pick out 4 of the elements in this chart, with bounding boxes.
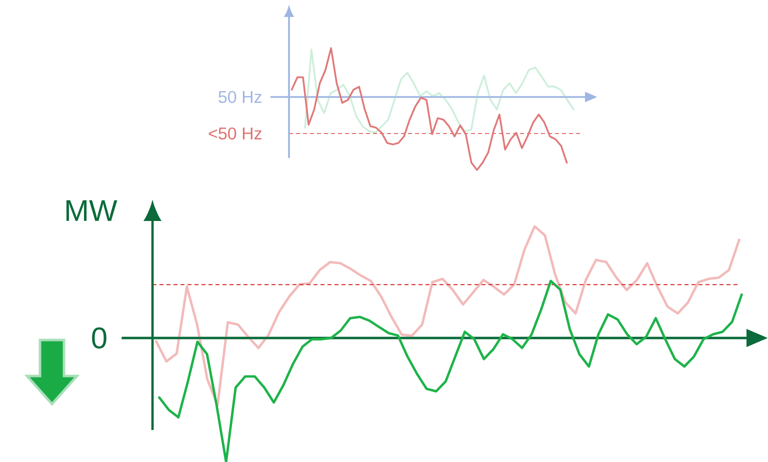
ref-line-label: <50 Hz xyxy=(208,127,262,140)
ref-line-label: 0 xyxy=(92,327,106,349)
y-axis-title: MW xyxy=(66,200,118,221)
ref-line-label: 50 Hz xyxy=(218,90,262,104)
